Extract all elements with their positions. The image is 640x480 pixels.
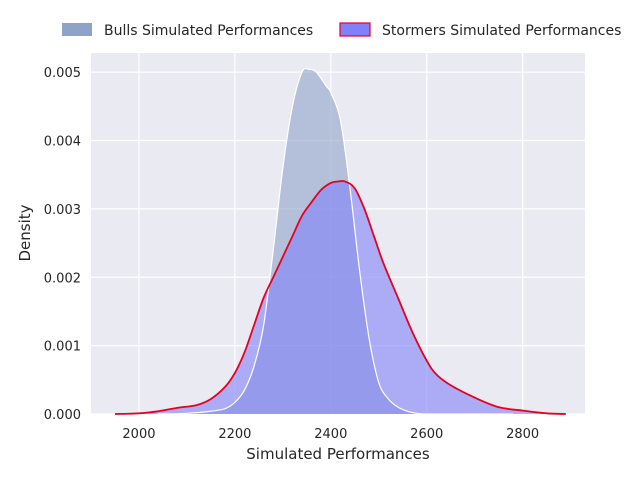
legend-swatch-stormers [339,22,371,37]
x-tick-label: 2200 [218,427,251,442]
density-areas [114,67,566,415]
x-tick-label: 2000 [122,427,155,442]
y-axis-label: Density [16,204,34,261]
stormers-density-area [114,180,566,414]
y-tick-label: 0.005 [44,66,81,81]
legend-label-bulls: Bulls Simulated Performances [104,23,313,39]
y-tick-label: 0.001 [44,340,81,355]
y-tick-label: 0.000 [44,408,81,423]
legend: Bulls Simulated Performances Stormers Si… [62,22,621,39]
y-tick-labels: 0.000 0.001 0.002 0.003 0.004 0.005 [44,66,81,423]
x-tick-label: 2600 [410,427,443,442]
y-tick-label: 0.002 [44,271,81,286]
x-tick-label: 2400 [314,427,347,442]
legend-label-stormers: Stormers Simulated Performances [382,23,621,39]
x-tick-labels: 2000 2200 2400 2600 2800 [122,427,539,442]
bulls-density-line [158,67,514,415]
legend-swatch-bulls [62,23,92,36]
x-axis-label: Simulated Performances [246,445,430,463]
y-tick-label: 0.004 [44,135,81,150]
x-tick-label: 2800 [506,427,539,442]
stormers-density-line [114,180,566,415]
y-tick-label: 0.003 [44,203,81,218]
